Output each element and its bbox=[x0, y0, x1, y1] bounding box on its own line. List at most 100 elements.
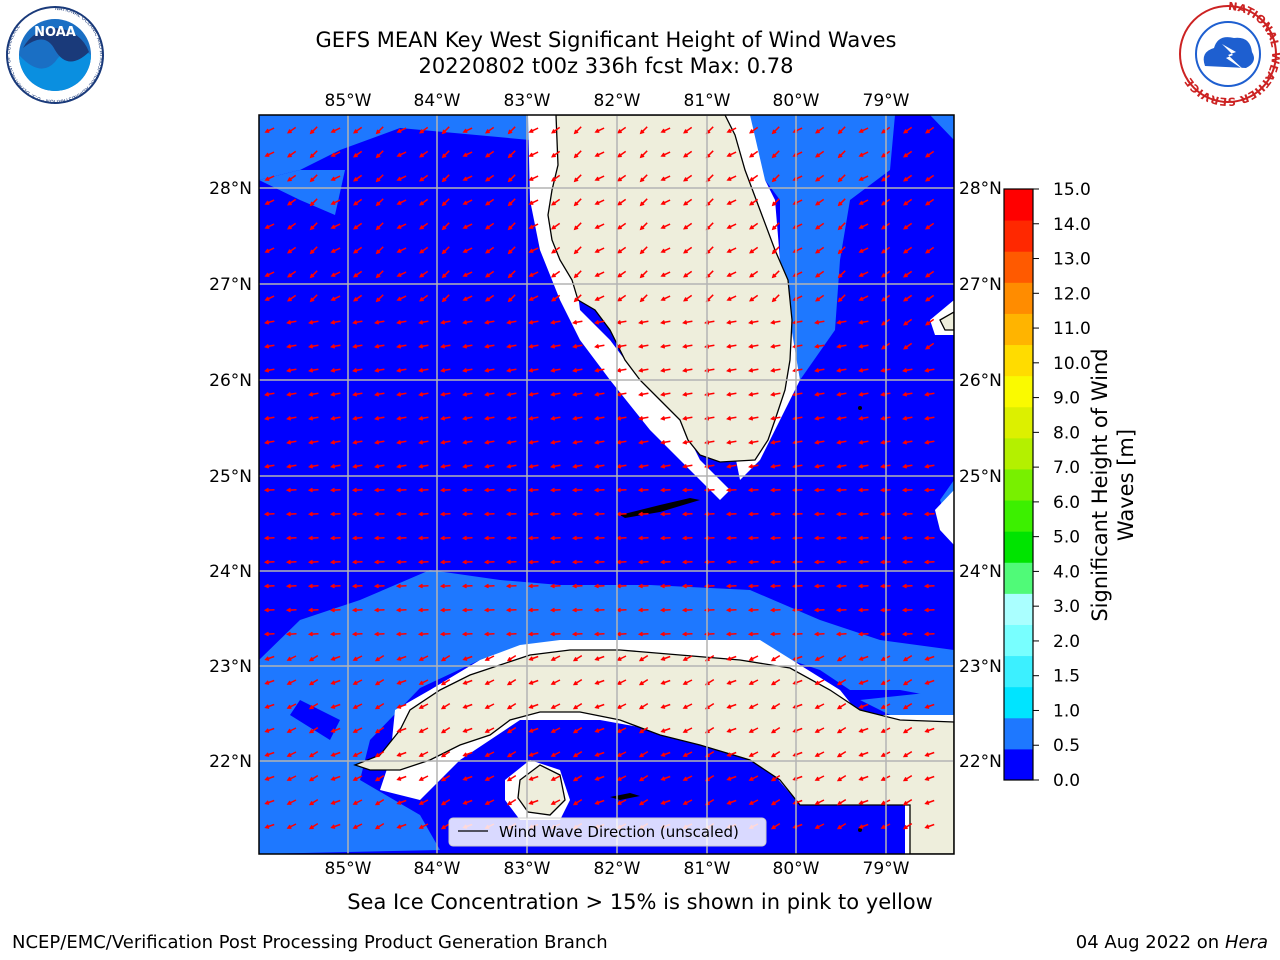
wave-arrow-head bbox=[837, 225, 843, 231]
wave-arrow-head bbox=[747, 535, 753, 541]
wave-arrow-head bbox=[440, 416, 446, 421]
wave-arrow-head bbox=[505, 487, 511, 493]
wave-arrow-head bbox=[880, 824, 886, 829]
wave-arrow-head bbox=[264, 392, 270, 397]
wave-arrow-head bbox=[287, 177, 292, 182]
wave-arrow-head bbox=[681, 631, 687, 637]
wave-arrow-head bbox=[902, 680, 908, 686]
wave-arrow-head bbox=[923, 487, 929, 493]
wave-arrow-head bbox=[462, 368, 468, 373]
wave-arrow-head bbox=[660, 200, 666, 205]
wave-arrow-head bbox=[375, 153, 381, 159]
wave-arrow-head bbox=[286, 464, 292, 469]
wave-arrow-head bbox=[418, 344, 424, 349]
wave-arrow-head bbox=[462, 392, 468, 397]
wave-arrow-head bbox=[726, 704, 732, 709]
wave-arrow-head bbox=[309, 249, 315, 255]
wave-arrow-head bbox=[903, 201, 908, 206]
wave-arrow-head bbox=[769, 487, 775, 493]
wave-arrow-head bbox=[330, 128, 336, 133]
wave-arrow-head bbox=[726, 392, 732, 397]
lon-tick: 82°W bbox=[594, 91, 641, 111]
wave-arrow-head bbox=[726, 152, 732, 157]
wave-arrow-head bbox=[352, 680, 358, 685]
wave-arrow-head bbox=[286, 728, 292, 733]
wave-arrow-head bbox=[285, 511, 291, 517]
wave-arrow-head bbox=[286, 368, 292, 373]
wave-arrow-head bbox=[550, 776, 556, 781]
wave-arrow-head bbox=[660, 248, 666, 253]
wave-arrow-head bbox=[880, 368, 886, 373]
wave-arrow-head bbox=[836, 656, 842, 662]
wave-arrow-head bbox=[396, 248, 402, 253]
colorbar-swatch bbox=[1004, 748, 1033, 781]
wave-arrow-head bbox=[461, 583, 467, 589]
wave-arrow-head bbox=[307, 487, 313, 493]
wave-arrow-head bbox=[881, 153, 886, 158]
wave-arrow-head bbox=[660, 416, 666, 421]
wave-arrow-head bbox=[572, 728, 578, 734]
wave-arrow-head bbox=[375, 297, 381, 303]
colorbar-swatch bbox=[1004, 686, 1033, 719]
footer-date-text: 04 Aug 2022 on bbox=[1075, 932, 1220, 953]
wave-arrow-head bbox=[681, 559, 687, 565]
wave-arrow-head bbox=[858, 656, 864, 661]
wave-arrow-head bbox=[462, 248, 468, 253]
wave-arrow-head bbox=[440, 704, 446, 710]
wave-arrow-head bbox=[330, 344, 336, 349]
wave-arrow-head bbox=[858, 272, 864, 277]
wave-arrow-head bbox=[484, 752, 490, 757]
colorbar-swatch bbox=[1004, 375, 1033, 408]
wave-arrow-head bbox=[660, 680, 666, 685]
wave-arrow-head bbox=[374, 728, 380, 734]
wave-arrow-head bbox=[594, 800, 600, 805]
wave-arrow-head bbox=[441, 273, 447, 279]
wave-arrow-head bbox=[749, 297, 754, 302]
wave-arrow-head bbox=[440, 800, 446, 806]
wave-arrow-head bbox=[925, 177, 930, 182]
wave-arrow-head bbox=[770, 440, 776, 445]
wave-arrow-head bbox=[725, 487, 731, 493]
wave-arrow-head bbox=[594, 320, 600, 325]
colorbar-swatch bbox=[1004, 562, 1033, 594]
wave-arrow-head bbox=[417, 631, 423, 637]
wave-arrow-head bbox=[748, 776, 754, 781]
wave-arrow-head bbox=[925, 345, 930, 350]
colorbar-border bbox=[1003, 188, 1034, 781]
wave-arrow-head bbox=[353, 201, 358, 206]
wave-arrow-head bbox=[858, 224, 864, 229]
wave-arrow-head bbox=[461, 631, 467, 637]
wave-arrow-head bbox=[439, 559, 445, 565]
wave-arrow-head bbox=[396, 296, 402, 301]
wave-arrow-head bbox=[682, 440, 688, 445]
wave-arrow-head bbox=[506, 344, 512, 349]
wave-arrow-head bbox=[594, 704, 600, 709]
wave-arrow-head bbox=[396, 128, 402, 133]
wave-arrow-head bbox=[307, 511, 313, 517]
wave-arrow-head bbox=[749, 201, 754, 206]
colorbar-swatch bbox=[1004, 437, 1033, 470]
wave-arrow-head bbox=[593, 487, 599, 493]
wave-arrow-head bbox=[837, 249, 843, 255]
wave-arrow-head bbox=[286, 800, 292, 805]
wave-arrow-head bbox=[682, 416, 688, 421]
wave-arrow-head bbox=[440, 824, 446, 830]
wave-arrow-head bbox=[505, 583, 511, 589]
wave-arrow-head bbox=[462, 224, 468, 229]
wave-arrow-head bbox=[307, 535, 313, 541]
wave-arrow-head bbox=[286, 320, 292, 325]
wave-arrow-head bbox=[417, 607, 423, 613]
wave-arrow-head bbox=[505, 535, 511, 541]
wave-arrow-head bbox=[880, 704, 886, 709]
wave-arrow-head bbox=[484, 680, 490, 685]
wave-arrow-head bbox=[748, 416, 754, 421]
wave-arrow-head bbox=[683, 201, 688, 206]
wave-arrow-head bbox=[374, 800, 380, 806]
wave-arrow-head bbox=[638, 680, 644, 686]
wave-arrow-head bbox=[330, 824, 336, 829]
wave-arrow-head bbox=[330, 464, 336, 469]
wave-arrow-head bbox=[528, 776, 534, 781]
wave-arrow-head bbox=[726, 272, 732, 277]
wave-arrow-head bbox=[528, 272, 534, 277]
wave-arrow-head bbox=[683, 297, 688, 302]
